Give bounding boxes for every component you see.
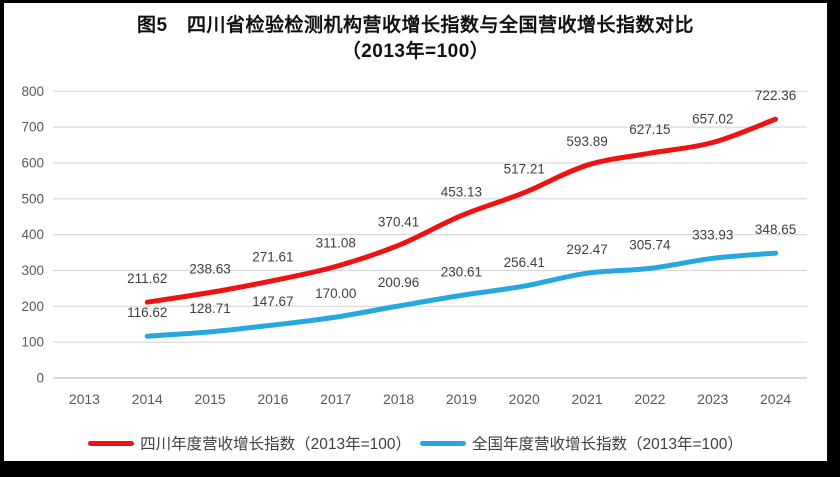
chart-title-line1: 图5 四川省检验检测机构营收增长指数与全国营收增长指数对比: [136, 15, 695, 36]
legend-item-sichuan: 四川年度营收增长指数（2013年=100）: [88, 432, 411, 454]
legend-label-national: 全国年度营收增长指数（2013年=100）: [472, 436, 743, 453]
chart-title-line2: （2013年=100）: [341, 41, 490, 62]
legend-line-red-icon: [88, 440, 135, 446]
chart-legend: 四川年度营收增长指数（2013年=100） 全国年度营收增长指数（2013年=1…: [4, 431, 827, 455]
legend-item-national: 全国年度营收增长指数（2013年=100）: [420, 432, 743, 454]
legend-line-blue-icon: [420, 440, 466, 446]
legend-label-sichuan: 四川年度营收增长指数（2013年=100）: [140, 436, 411, 453]
chart-title: 图5 四川省检验检测机构营收增长指数与全国营收增长指数对比 （2013年=100…: [4, 13, 827, 65]
chart-canvas: 图5 四川省检验检测机构营收增长指数与全国营收增长指数对比 （2013年=100…: [4, 3, 827, 461]
